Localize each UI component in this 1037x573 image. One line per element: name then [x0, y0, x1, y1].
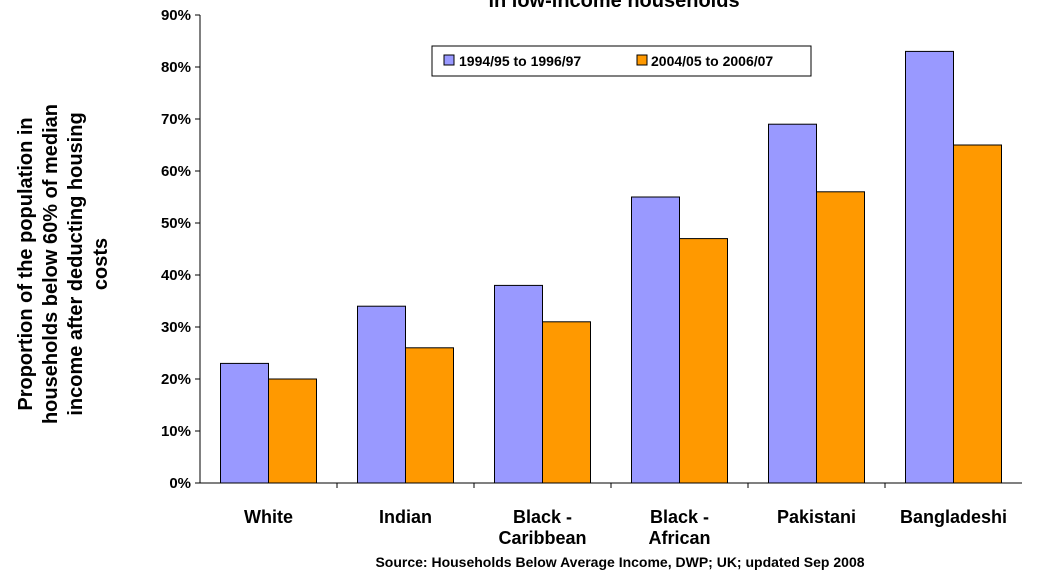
- bar-series-2-cat-1: [268, 378, 317, 484]
- legend-swatch-series-2: [636, 54, 648, 66]
- bar-series-1-cat-2: [357, 305, 406, 484]
- y-tick-label: 0%: [169, 475, 191, 492]
- y-tick-label: 30%: [161, 319, 191, 336]
- y-tick-label: 90%: [161, 7, 191, 24]
- legend-label-series-1: 1994/95 to 1996/97: [459, 53, 581, 69]
- legend-swatch-series-1: [443, 54, 455, 66]
- x-category-label: Black -Caribbean: [498, 507, 586, 548]
- x-category-label: Bangladeshi: [900, 507, 1007, 527]
- y-tick-label: 80%: [161, 59, 191, 76]
- bar-series-2-cat-3: [542, 321, 591, 484]
- y-axis-label: Proportion of the population in household…: [15, 104, 112, 424]
- bar-series-2-cat-4: [679, 238, 728, 484]
- x-category-label: Black -African: [648, 507, 710, 548]
- y-tick-label: 10%: [161, 423, 191, 440]
- bar-series-1-cat-6: [905, 50, 954, 484]
- legend-label-series-2: 2004/05 to 2006/07: [651, 53, 773, 69]
- y-axis-ticks: 0% 10% 20% 30% 40% 50% 60% 70% 80% 90%: [161, 7, 200, 492]
- x-category-label-line: Bangladeshi: [900, 507, 1007, 527]
- y-axis-label-line: households below 60% of median: [40, 104, 62, 424]
- bar-series-2-cat-5: [816, 191, 865, 484]
- y-tick-label: 50%: [161, 215, 191, 232]
- legend-box: [431, 45, 812, 77]
- x-category-label-line: White: [244, 507, 293, 527]
- x-category-label: Pakistani: [777, 507, 856, 527]
- y-tick-label: 40%: [161, 267, 191, 284]
- bar-series-1-cat-3: [494, 284, 543, 484]
- legend: 1994/95 to 1996/97 2004/05 to 2006/07: [431, 45, 812, 77]
- y-tick-label: 20%: [161, 371, 191, 388]
- x-category-label-line: Caribbean: [498, 528, 586, 548]
- y-tick-label: 70%: [161, 111, 191, 128]
- x-category-label-line: Pakistani: [777, 507, 856, 527]
- y-axis-label-line: income after deducting housing: [65, 112, 87, 415]
- bar-series-2-cat-2: [405, 347, 454, 484]
- y-tick-label: 60%: [161, 163, 191, 180]
- x-category-label-line: Black -: [650, 507, 709, 527]
- chart-title: in low-income households: [488, 0, 739, 12]
- y-axis-label-line: costs: [90, 238, 112, 290]
- x-category-label-line: African: [648, 528, 710, 548]
- bar-series-2-cat-6: [953, 144, 1002, 484]
- source-note: Source: Households Below Average Income,…: [375, 554, 864, 570]
- y-axis-label-line: Proportion of the population in: [15, 117, 37, 410]
- bars: [220, 50, 1002, 484]
- bar-series-1-cat-1: [220, 362, 269, 484]
- axes: [199, 15, 1022, 484]
- x-category-label: Indian: [379, 507, 432, 527]
- bar-series-1-cat-4: [631, 196, 680, 484]
- bar-series-1-cat-5: [768, 123, 817, 484]
- x-category-label-line: Indian: [379, 507, 432, 527]
- x-category-label: White: [244, 507, 293, 527]
- x-category-label-line: Black -: [513, 507, 572, 527]
